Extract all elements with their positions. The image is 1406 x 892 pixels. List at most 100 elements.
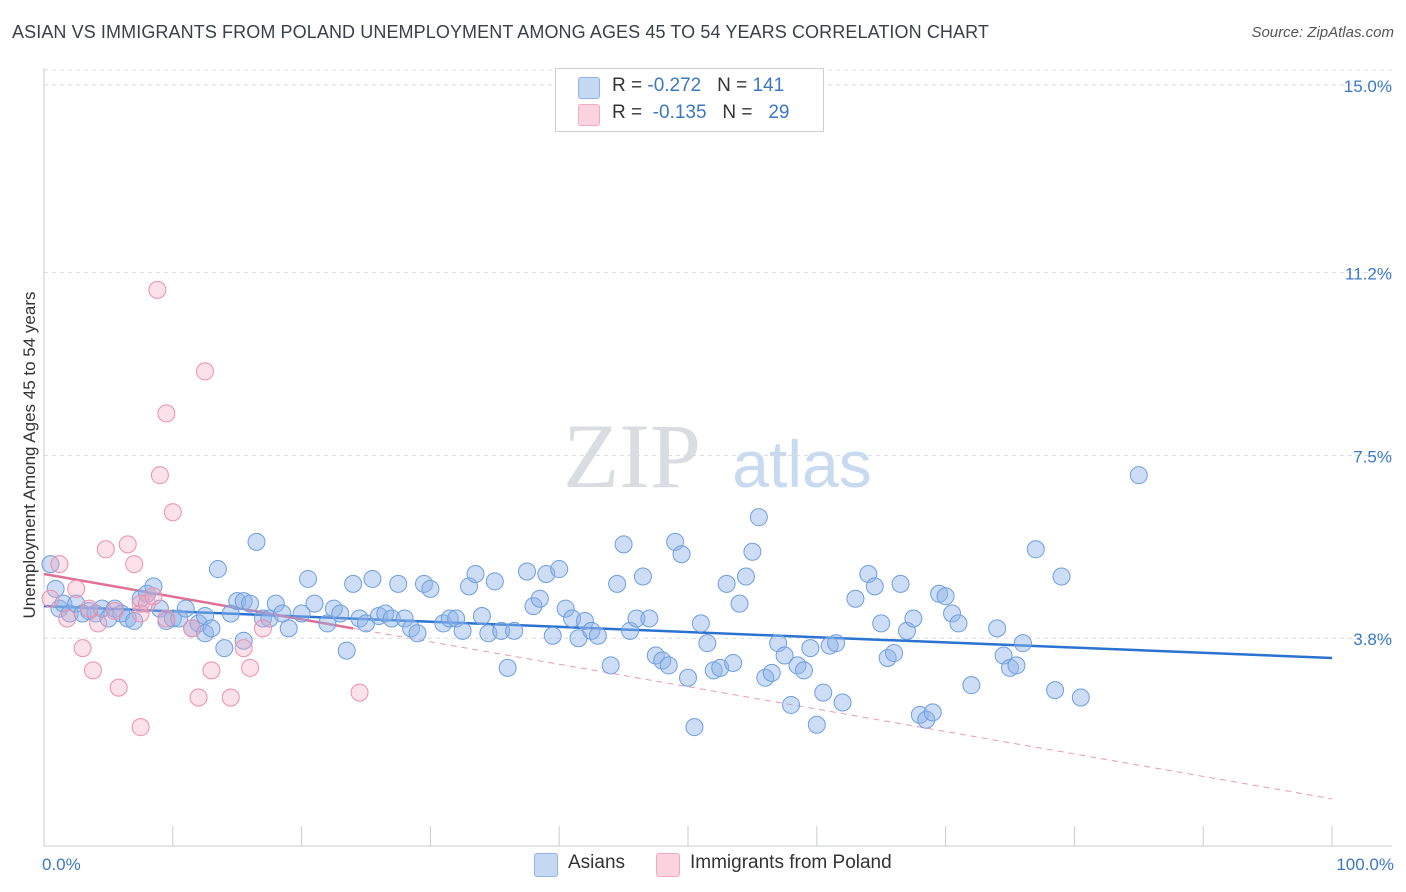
asians-point (614, 535, 633, 554)
asians-point (170, 609, 189, 628)
asians-point (1129, 466, 1148, 485)
asians-point (1071, 688, 1090, 707)
r-value: -0.272 (647, 75, 702, 96)
asians-point (775, 646, 794, 665)
asians-point (885, 644, 904, 663)
asians-point (865, 577, 884, 596)
poland-point (163, 503, 182, 522)
poland-point (150, 466, 169, 485)
asians-point (762, 663, 781, 682)
asians-point (318, 614, 337, 633)
chart-title: ASIAN VS IMMIGRANTS FROM POLAND UNEMPLOY… (12, 22, 990, 42)
asians-point (389, 574, 408, 593)
asians-point (453, 621, 472, 640)
asians-point (627, 609, 646, 628)
asians-point (382, 609, 401, 628)
tick-labels: 15.0% 11.2% 7.5% 3.8% 0.0% 100.0% (42, 77, 1394, 874)
asians-point (601, 656, 620, 675)
asians-point (331, 604, 350, 623)
asians-swatch (578, 77, 600, 99)
asians-point (472, 607, 491, 625)
asians-point (363, 569, 382, 588)
asians-point (550, 560, 569, 579)
y-tick-label: 7.5% (1353, 447, 1392, 466)
asians-point (743, 542, 762, 561)
watermark: ZIP atlas (563, 405, 872, 507)
asians-point (936, 587, 955, 606)
poland-point (41, 589, 60, 608)
asians-point (1013, 634, 1032, 653)
n-label: N = (717, 75, 753, 96)
asians-point (253, 609, 272, 628)
asians-point (659, 656, 678, 675)
asians-point (749, 508, 768, 527)
poland-trendline (43, 572, 354, 630)
asians-point (575, 611, 594, 630)
asians-point (530, 589, 549, 608)
asians-point (144, 577, 163, 596)
poland-point (183, 619, 202, 638)
asians-point (827, 634, 846, 653)
poland-legend-swatch (656, 853, 680, 877)
axes (43, 68, 1392, 847)
asians-point (466, 565, 485, 583)
n-label: N = (722, 102, 758, 123)
poland-point (196, 362, 214, 381)
asians-trendline (43, 604, 1333, 660)
asians-point (41, 555, 60, 574)
asians-point (241, 594, 260, 613)
poland-point (118, 535, 137, 554)
asians-point (698, 634, 717, 653)
asians-point (679, 668, 697, 687)
asians-point (923, 703, 942, 722)
asians-point (234, 631, 253, 650)
asians-point (917, 710, 936, 729)
poland-point (148, 280, 167, 299)
asians-point (988, 619, 1007, 638)
asians-point (640, 609, 659, 628)
asians-point (60, 604, 79, 623)
legend-text-asians: R = -0.272 N = 141 (612, 75, 784, 97)
asians-point (518, 562, 536, 581)
poland-point (131, 718, 150, 737)
asians-point (1007, 656, 1026, 675)
poland-point (138, 594, 157, 613)
n-value: 141 (752, 75, 785, 96)
asians-point (305, 594, 324, 613)
asians-point (691, 614, 710, 633)
asians-point (672, 545, 691, 564)
poland-point (50, 555, 69, 574)
poland-legend-label: Immigrants from Poland (690, 852, 892, 873)
asians-point (337, 641, 356, 660)
asians-point (730, 594, 749, 613)
legend-text-poland: R = -0.135 N = 29 (612, 102, 789, 124)
asians-point (292, 604, 311, 623)
x-tick-label-min: 0.0% (42, 855, 81, 874)
poland-point (73, 639, 92, 658)
asians-point (949, 614, 968, 633)
asians-point (202, 619, 221, 638)
asians-point (904, 609, 923, 628)
asians-point (440, 609, 459, 628)
asians-legend-swatch (534, 853, 558, 877)
poland-point (125, 555, 144, 574)
poland-trendline-extension (353, 627, 1333, 800)
asians-point (46, 579, 65, 598)
poland-point (350, 683, 369, 702)
asians-point (395, 609, 414, 628)
asians-point (872, 614, 891, 633)
asians-point (685, 718, 704, 737)
asians-point (794, 661, 813, 680)
asians-point (782, 695, 801, 714)
poland-point (241, 658, 260, 677)
asians-point (588, 626, 607, 645)
asians-point (943, 604, 962, 623)
asians-point (807, 715, 826, 734)
poland-point (58, 609, 77, 628)
poland-point (157, 609, 176, 628)
asians-point (556, 599, 575, 618)
trendlines (43, 572, 1333, 800)
poland-point (83, 661, 102, 680)
poland-point (234, 639, 253, 658)
